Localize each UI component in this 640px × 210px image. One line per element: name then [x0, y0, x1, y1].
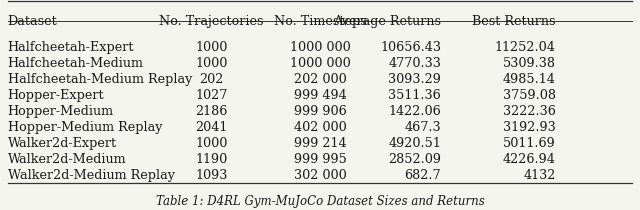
Text: 999 494: 999 494: [294, 89, 346, 102]
Text: 3759.08: 3759.08: [503, 89, 556, 102]
Text: 1000 000: 1000 000: [290, 57, 350, 70]
Text: Halfcheetah-Expert: Halfcheetah-Expert: [8, 41, 134, 54]
Text: 682.7: 682.7: [404, 169, 441, 182]
Text: 11252.04: 11252.04: [495, 41, 556, 54]
Text: 467.3: 467.3: [404, 121, 441, 134]
Text: Average Returns: Average Returns: [333, 15, 441, 28]
Text: 1000: 1000: [195, 57, 228, 70]
Text: Hopper-Expert: Hopper-Expert: [8, 89, 104, 102]
Text: 4132: 4132: [524, 169, 556, 182]
Text: 4985.14: 4985.14: [503, 73, 556, 86]
Text: 1093: 1093: [195, 169, 228, 182]
Text: 1000 000: 1000 000: [290, 41, 350, 54]
Text: 1027: 1027: [195, 89, 228, 102]
Text: 2852.09: 2852.09: [388, 153, 441, 166]
Text: 3192.93: 3192.93: [503, 121, 556, 134]
Text: 4920.51: 4920.51: [388, 137, 441, 150]
Text: No. Timesteps: No. Timesteps: [274, 15, 366, 28]
Text: 5309.38: 5309.38: [503, 57, 556, 70]
Text: Best Returns: Best Returns: [472, 15, 556, 28]
Text: Halfcheetah-Medium: Halfcheetah-Medium: [8, 57, 144, 70]
Text: 3093.29: 3093.29: [388, 73, 441, 86]
Text: Table 1: D4RL Gym-MuJoCo Dataset Sizes and Returns: Table 1: D4RL Gym-MuJoCo Dataset Sizes a…: [156, 195, 484, 208]
Text: 202 000: 202 000: [294, 73, 346, 86]
Text: 999 906: 999 906: [294, 105, 346, 118]
Text: No. Trajectories: No. Trajectories: [159, 15, 264, 28]
Text: 1422.06: 1422.06: [388, 105, 441, 118]
Text: 1190: 1190: [196, 153, 228, 166]
Text: 3222.36: 3222.36: [503, 105, 556, 118]
Text: Dataset: Dataset: [8, 15, 58, 28]
Text: 202: 202: [200, 73, 224, 86]
Text: Hopper-Medium Replay: Hopper-Medium Replay: [8, 121, 163, 134]
Text: 302 000: 302 000: [294, 169, 346, 182]
Text: 4770.33: 4770.33: [388, 57, 441, 70]
Text: 999 995: 999 995: [294, 153, 346, 166]
Text: 2186: 2186: [195, 105, 228, 118]
Text: 1000: 1000: [195, 137, 228, 150]
Text: 1000: 1000: [195, 41, 228, 54]
Text: Halfcheetah-Medium Replay: Halfcheetah-Medium Replay: [8, 73, 192, 86]
Text: 10656.43: 10656.43: [380, 41, 441, 54]
Text: 5011.69: 5011.69: [503, 137, 556, 150]
Text: 4226.94: 4226.94: [503, 153, 556, 166]
Text: 2041: 2041: [195, 121, 228, 134]
Text: 3511.36: 3511.36: [388, 89, 441, 102]
Text: Walker2d-Medium Replay: Walker2d-Medium Replay: [8, 169, 175, 182]
Text: 999 214: 999 214: [294, 137, 346, 150]
Text: Walker2d-Medium: Walker2d-Medium: [8, 153, 126, 166]
Text: Hopper-Medium: Hopper-Medium: [8, 105, 114, 118]
Text: 402 000: 402 000: [294, 121, 346, 134]
Text: Walker2d-Expert: Walker2d-Expert: [8, 137, 117, 150]
